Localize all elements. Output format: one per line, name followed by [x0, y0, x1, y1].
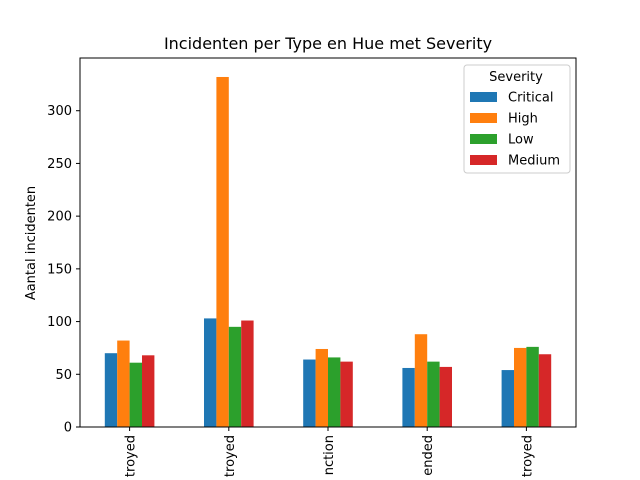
bar-medium-0	[142, 355, 155, 427]
legend-label-medium: Medium	[508, 154, 560, 169]
bar-medium-3	[439, 366, 452, 427]
y-tick-label: 200	[47, 210, 72, 225]
bar-high-3	[414, 334, 428, 427]
y-axis: 0 50 100 150 200 250 300	[47, 104, 80, 436]
bar-high-1	[216, 76, 229, 427]
chart-title: Incidenten per Type en Hue met Severity	[164, 34, 492, 53]
bar-low-2	[328, 357, 341, 427]
y-tick-label: 50	[55, 368, 72, 383]
legend-title: Severity	[489, 70, 543, 85]
bar-critical-0	[104, 353, 118, 427]
y-tick-label: 0	[64, 421, 72, 436]
legend-swatch-high	[470, 113, 497, 123]
y-tick-label: 100	[47, 315, 72, 330]
bar-medium-1	[241, 320, 254, 427]
x-tick-label: troyed	[124, 435, 139, 477]
bar-medium-4	[538, 354, 552, 427]
bar-critical-1	[204, 318, 217, 427]
x-axis: troyed troyed nction ended troyed	[124, 427, 535, 477]
y-tick-label: 150	[47, 262, 72, 277]
bar-medium-2	[340, 361, 353, 427]
y-tick-label: 300	[47, 104, 72, 119]
bar-low-4	[526, 346, 539, 427]
plot-frame	[79, 57, 577, 428]
bar-low-3	[427, 361, 440, 427]
y-tick-label: 250	[47, 157, 72, 172]
legend-label-low: Low	[508, 133, 534, 148]
bars-group	[104, 76, 552, 427]
legend-swatch-low	[470, 134, 497, 144]
x-tick-label: ended	[421, 435, 436, 476]
legend-label-high: High	[508, 112, 538, 127]
legend: Severity Critical High Low Medium	[463, 64, 571, 174]
bar-critical-4	[501, 370, 514, 427]
bar-critical-3	[402, 367, 415, 427]
legend-label-critical: Critical	[508, 91, 553, 106]
y-axis-label: Aantal incidenten	[24, 186, 39, 300]
bar-critical-2	[303, 359, 316, 427]
legend-swatch-critical	[470, 92, 497, 102]
bar-low-0	[129, 362, 142, 427]
x-tick-label: troyed	[520, 435, 535, 477]
bar-high-2	[315, 348, 328, 427]
bar-high-0	[117, 340, 130, 427]
x-tick-label: troyed	[223, 435, 238, 477]
bar-low-1	[228, 326, 242, 427]
x-tick-label: nction	[322, 435, 337, 475]
legend-swatch-medium	[470, 155, 497, 165]
bar-high-4	[514, 347, 527, 427]
